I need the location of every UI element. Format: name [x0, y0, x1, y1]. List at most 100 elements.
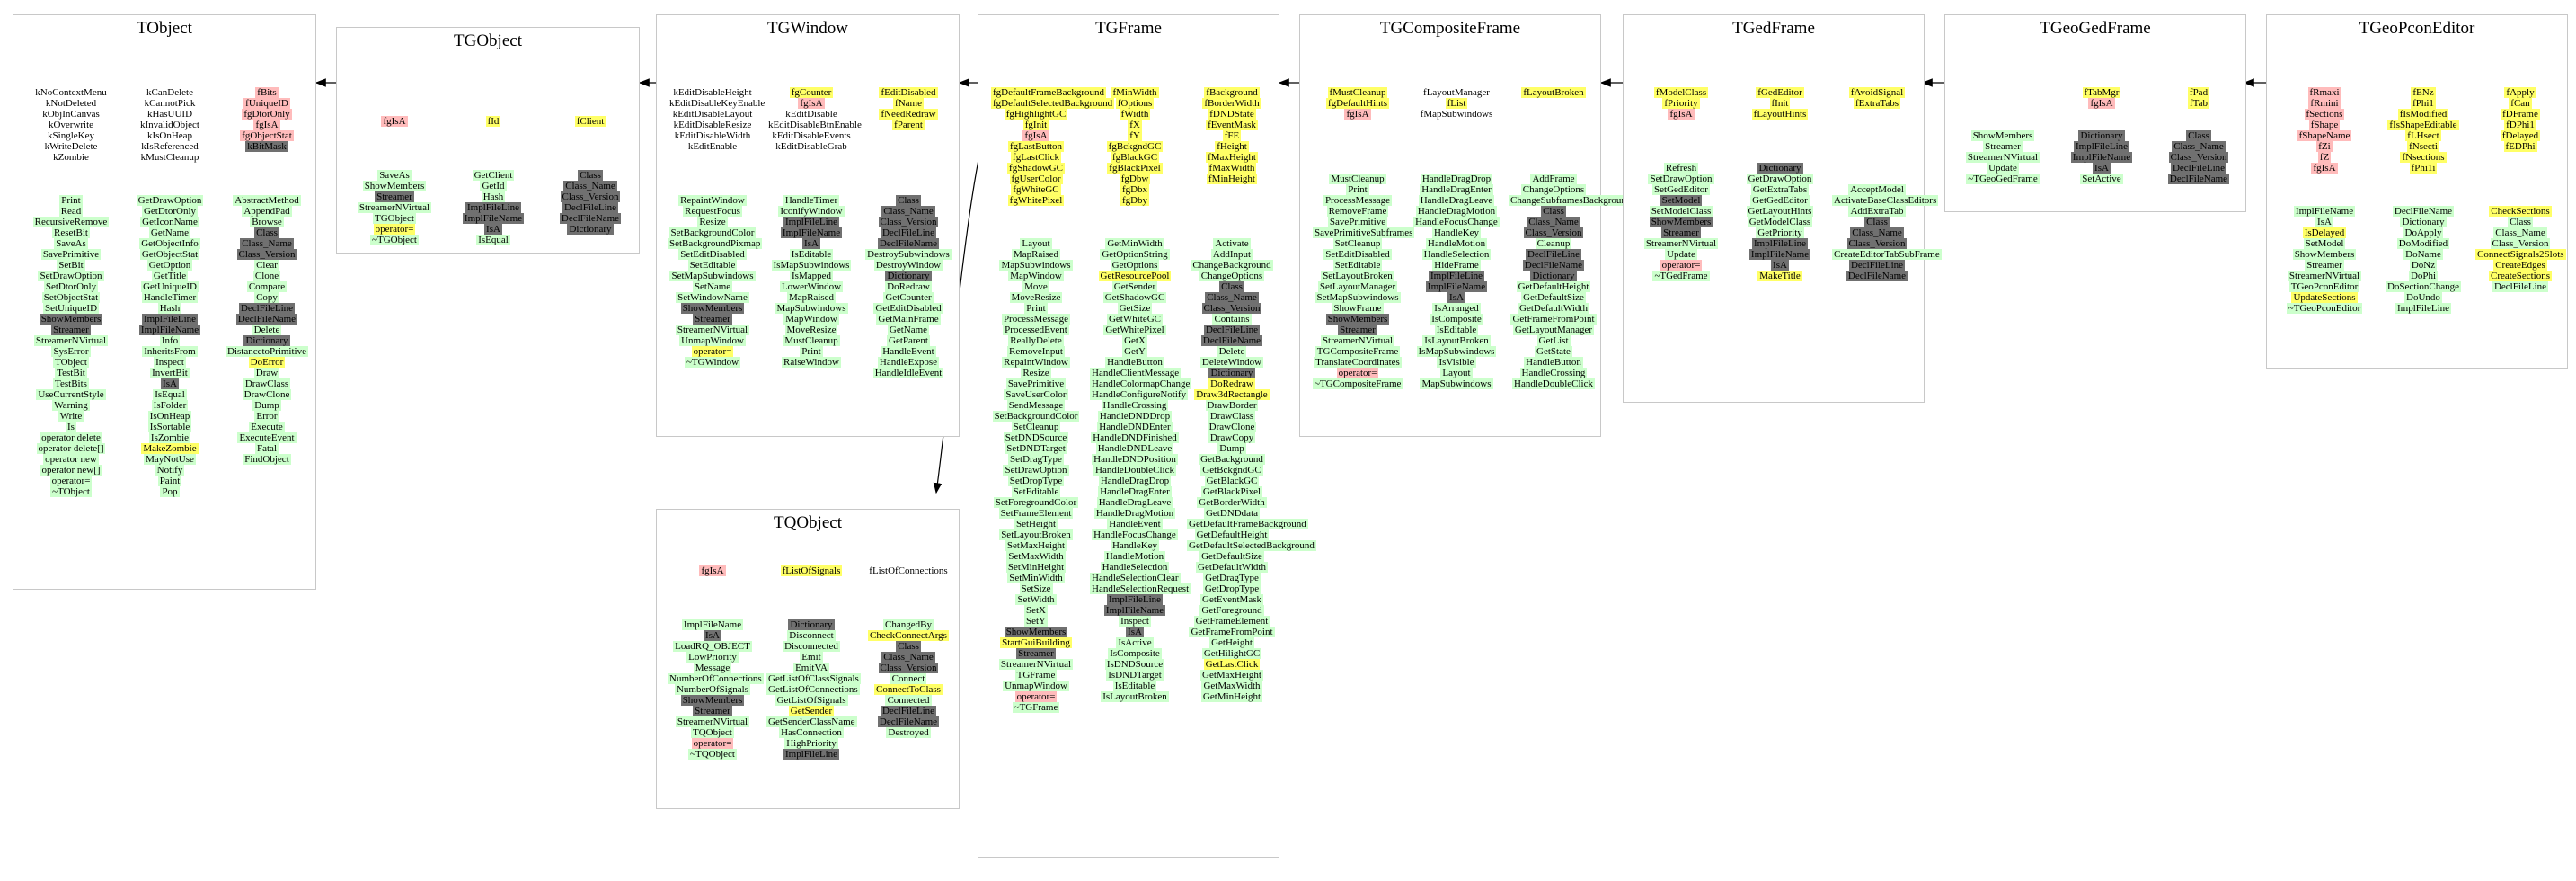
member-createeditortabsubframe: CreateEditorTabSubFrame: [1832, 249, 1942, 260]
member-moveresize: MoveResize: [1009, 292, 1063, 303]
member-startguibuilding: StartGuiBuilding: [1000, 637, 1072, 648]
member-handleevent: HandleEvent: [1107, 519, 1163, 529]
member-showmembers: ShowMembers: [680, 695, 745, 706]
member-isfolder: IsFolder: [151, 400, 189, 411]
member-tqobject: ~TQObject: [688, 749, 737, 760]
member-class-version: Class_Version: [1523, 227, 1584, 238]
member-getblackgc: GetBlackGC: [1204, 476, 1260, 486]
member-finit: fInit: [1769, 98, 1791, 109]
member-column: fApply fCan fDFrame fDPhi1 fDelayed fEDPhi Che…: [2475, 87, 2566, 292]
member-loadrq-object: LoadRQ_OBJECT: [673, 641, 752, 652]
member-getframefrompoint: GetFrameFromPoint: [1510, 314, 1597, 325]
member-handledragenter: HandleDragEnter: [1098, 486, 1172, 497]
member-doerror: DoError: [248, 357, 286, 368]
member-pop: Pop: [160, 486, 180, 497]
class-title: TObject: [137, 19, 192, 38]
class-box-tgeogedframe: TGeoGedFrame ShowMembers Streamer StreamerN…: [1944, 14, 2246, 212]
member-refresh: Refresh: [1663, 163, 1699, 174]
member-syserror: SysError: [51, 346, 91, 357]
member-processedevent: ProcessedEvent: [1003, 325, 1069, 335]
class-box-tgobject: TGObject fgIsA SaveAs ShowMembers Streamer St…: [336, 27, 640, 254]
member-islayoutbroken: IsLayoutBroken: [1422, 335, 1491, 346]
member-tgcompositeframe: ~TGCompositeFrame: [1313, 378, 1403, 389]
member-gettitle: GetTitle: [151, 271, 189, 281]
member-iseditable: IsEditable: [1112, 681, 1157, 691]
class-box-tgeopconeditor: TGeoPconEditor fRmaxi fRmini fSections fShap…: [2266, 14, 2568, 369]
member-fdphi1: fDPhi1: [2504, 120, 2536, 130]
member-message: Message: [693, 663, 732, 673]
member-tgcompositeframe: TGCompositeFrame: [1315, 346, 1401, 357]
member-setdragtype: SetDragType: [1008, 454, 1064, 465]
member-getlayoutmanager: GetLayoutManager: [1512, 325, 1595, 335]
member-setframeelement: SetFrameElement: [998, 508, 1074, 519]
member-seteditable: SetEditable: [1011, 486, 1061, 497]
member-ismapsubwindows: IsMapSubwindows: [771, 260, 852, 271]
member-getdefaultsize: GetDefaultSize: [1521, 292, 1586, 303]
member-isa: IsA: [2315, 217, 2333, 227]
member-handlecrossing: HandleCrossing: [1101, 400, 1169, 411]
member-ffe: fFE: [1222, 130, 1242, 141]
member-getlistofsignals: GetListOfSignals: [775, 695, 848, 706]
member-fy: fY: [1128, 130, 1142, 141]
member-column: kEditDisableHeight kEditDisableKeyEnable k…: [668, 87, 765, 368]
member-getborderwidth: GetBorderWidth: [1197, 497, 1267, 508]
member-getminheight: GetMinHeight: [1200, 691, 1263, 702]
member-fgwhitepixel: fgWhitePixel: [1007, 195, 1065, 206]
class-title: TQObject: [774, 513, 842, 532]
member-setmodelclass: SetModelClass: [1649, 206, 1713, 217]
member-repaintwindow: RepaintWindow: [1002, 357, 1070, 368]
member-frmini: fRmini: [2308, 98, 2341, 109]
member-changedby: ChangedBy: [883, 619, 934, 630]
member-operator-new: operator new[]: [40, 465, 102, 476]
member-invertbit: InvertBit: [150, 368, 190, 378]
member-showmembers: ShowMembers: [1004, 627, 1068, 637]
member-column: fMustCleanup fgDefaultHints fgIsA MustClean…: [1313, 87, 1415, 389]
member-keditenable: kEditEnable: [687, 141, 738, 152]
member-setlayoutbroken: SetLayoutBroken: [1321, 271, 1394, 281]
member-setdroptype: SetDropType: [1007, 476, 1065, 486]
member-getblackpixel: GetBlackPixel: [1200, 486, 1263, 497]
member-class-name: Class_Name: [1850, 227, 1904, 238]
member-handlekey: HandleKey: [1110, 540, 1160, 551]
member-drawclone: DrawClone: [1207, 422, 1257, 432]
member-maynotuse: MayNotUse: [144, 454, 196, 465]
member-setbackgroundcolor: SetBackgroundColor: [992, 411, 1080, 422]
member-declfilename: DeclFileName: [1522, 260, 1585, 271]
member-keditdisablekeyenable: kEditDisableKeyEnable: [669, 98, 766, 109]
member-fgusercolor: fgUserColor: [1009, 174, 1063, 184]
member-iconifywindow: IconifyWindow: [778, 206, 845, 217]
member-isa: IsA: [1447, 292, 1465, 303]
member-numberofconnections: NumberOfConnections: [668, 673, 764, 684]
member-fz: fZ: [2317, 152, 2332, 163]
member-hideframe: HideFrame: [1432, 260, 1481, 271]
member-showmembers: ShowMembers: [680, 303, 745, 314]
member-keditdisableevents: kEditDisableEvents: [772, 130, 851, 141]
member-requestfocus: RequestFocus: [683, 206, 742, 217]
member-tobject: ~TObject: [50, 486, 92, 497]
member-handledndleave: HandleDNDLeave: [1095, 443, 1174, 454]
member-doapply: DoApply: [2403, 227, 2444, 238]
member-streamernvirtual: StreamerNVirtual: [33, 335, 109, 346]
member-declfileline: DeclFileLine: [880, 227, 937, 238]
member-column: fTabMgr fgIsA Dictionary ImplFileLine ImplFi…: [2057, 87, 2147, 184]
member-implfileline: ImplFileLine: [141, 314, 199, 325]
member-handledndposition: HandleDNDPosition: [1092, 454, 1178, 465]
member-operator: operator=: [691, 738, 734, 749]
member-getdefaultheight: GetDefaultHeight: [1516, 281, 1591, 292]
member-implfilename: ImplFileName: [2070, 152, 2133, 163]
member-fcan: fCan: [2509, 98, 2532, 109]
member-declfileline: DeclFileLine: [1525, 249, 1582, 260]
member-class: Class: [2508, 217, 2533, 227]
member-getmainframe: GetMainFrame: [876, 314, 941, 325]
member-streamernvirtual: StreamerNVirtual: [675, 325, 750, 335]
member-kcannotpick: kCannotPick: [144, 98, 196, 109]
member-updatesections: UpdateSections: [2291, 292, 2358, 303]
member-getforeground: GetForeground: [1199, 605, 1264, 616]
member-setobjectstat: SetObjectStat: [41, 292, 101, 303]
member-kwritedelete: kWriteDelete: [44, 141, 98, 152]
member-fgdefaultframebackground: fgDefaultFrameBackground: [991, 87, 1107, 98]
member-tgframe: TGFrame: [1014, 670, 1058, 681]
member-implfileline: ImplFileLine: [465, 202, 522, 213]
member-move: Move: [1022, 281, 1049, 292]
member-handlednddrop: HandleDNDDrop: [1097, 411, 1173, 422]
